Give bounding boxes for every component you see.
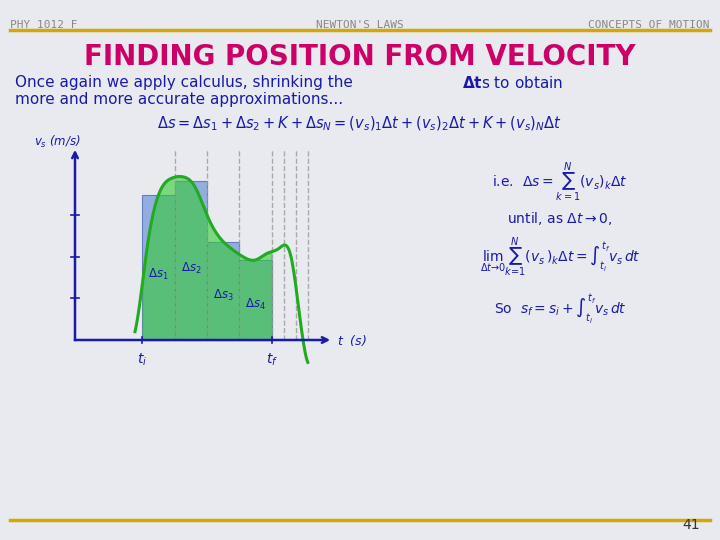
Text: $t_i$: $t_i$ [137,352,148,368]
Text: $\Delta s_3$: $\Delta s_3$ [213,288,233,303]
Text: FINDING POSITION FROM VELOCITY: FINDING POSITION FROM VELOCITY [84,43,636,71]
Text: So  $s_f = s_i + \int_{t_i}^{t_f} v_s\, dt$: So $s_f = s_i + \int_{t_i}^{t_f} v_s\, d… [494,292,626,326]
Text: PHY 1012 F: PHY 1012 F [10,20,78,30]
Text: $\lim_{\Delta t \to 0} \sum_{k=1}^{N} \left(v_s\right)_k \Delta t = \int_{t_i}^{: $\lim_{\Delta t \to 0} \sum_{k=1}^{N} \l… [480,235,640,279]
Text: $\mathbf{\Delta t}$s to obtain: $\mathbf{\Delta t}$s to obtain [462,75,563,91]
Text: $\Delta s = \Delta s_1 + \Delta s_2 + K + \Delta s_N = \left(v_s\right)_1 \Delta: $\Delta s = \Delta s_1 + \Delta s_2 + K … [158,115,562,133]
Bar [142,195,175,340]
Bar [207,241,239,340]
Text: i.e.  $\Delta s = \sum_{k=1}^{N} \left(v_s\right)_k \Delta t$: i.e. $\Delta s = \sum_{k=1}^{N} \left(v_… [492,160,628,204]
Text: $\Delta s_1$: $\Delta s_1$ [148,267,168,282]
Text: NEWTON'S LAWS: NEWTON'S LAWS [316,20,404,30]
Bar [239,260,271,340]
Text: Once again we apply calculus, shrinking the: Once again we apply calculus, shrinking … [15,75,358,90]
Text: $\Delta s_2$: $\Delta s_2$ [181,261,201,276]
Text: $\Delta s_4$: $\Delta s_4$ [245,296,266,312]
Text: until, as $\Delta t \rightarrow 0,$: until, as $\Delta t \rightarrow 0,$ [508,210,613,227]
Text: 41: 41 [683,518,700,532]
Bar [175,181,207,340]
Text: CONCEPTS OF MOTION: CONCEPTS OF MOTION [588,20,710,30]
Text: $t$  (s): $t$ (s) [337,333,367,348]
Text: $v_s$ (m/s): $v_s$ (m/s) [34,134,81,150]
Text: more and more accurate approximations...: more and more accurate approximations... [15,92,343,107]
Text: $t_f$: $t_f$ [266,352,278,368]
